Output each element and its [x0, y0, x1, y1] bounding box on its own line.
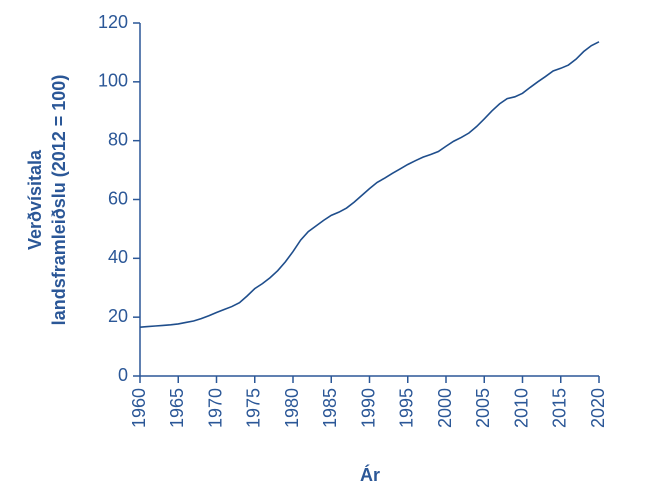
- x-tick-label: 1980: [282, 388, 302, 428]
- x-tick-label: 1970: [205, 388, 225, 428]
- data-line: [139, 41, 600, 328]
- y-tick-label: 120: [98, 12, 128, 32]
- x-axis-title: Ár: [360, 464, 380, 485]
- x-tick-label: 1960: [129, 388, 149, 428]
- y-tick-label: 0: [118, 365, 128, 385]
- y-tick-label: 20: [108, 306, 128, 326]
- y-tick-label: 40: [108, 247, 128, 267]
- x-tick-label: 1965: [167, 388, 187, 428]
- x-tick-label: 2005: [473, 388, 493, 428]
- x-tick-label: 2020: [588, 388, 608, 428]
- x-tick-label: 1995: [397, 388, 417, 428]
- x-tick-label: 1975: [244, 388, 264, 428]
- y-axis-title-line: landsframleiðslu (2012 = 100): [49, 75, 69, 326]
- y-axis-title-line: Verðvísitala: [25, 149, 45, 250]
- x-tick-label: 1990: [358, 388, 378, 428]
- y-tick-label: 100: [98, 71, 128, 91]
- x-tick-label: 2000: [435, 388, 455, 428]
- y-tick-label: 60: [108, 188, 128, 208]
- y-axis-title: Verðvísitala landsframleiðslu (2012 = 10…: [25, 75, 69, 326]
- y-tick-label: 80: [108, 129, 128, 149]
- x-tick-label: 1985: [320, 388, 340, 428]
- x-tick-label: 2015: [550, 388, 570, 428]
- x-tick-label: 2010: [511, 388, 531, 428]
